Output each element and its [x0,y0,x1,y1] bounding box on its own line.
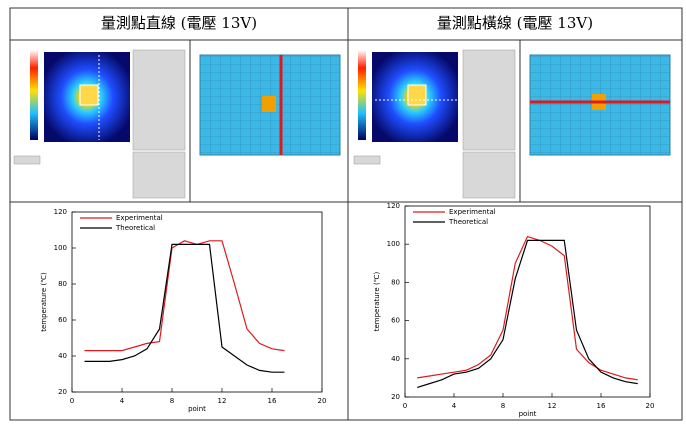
x-tick-label: 0 [70,397,74,405]
x-tick-label: 4 [452,402,457,410]
legend-label: Experimental [116,214,163,222]
x-tick-label: 12 [218,397,227,405]
legend-label: Theoretical [448,218,488,226]
y-tick-label: 20 [391,393,400,401]
x-axis-label: point [519,410,537,418]
y-tick-label: 120 [54,208,67,216]
y-tick-label: 40 [58,352,67,360]
right-title: 量測點橫線 (電壓 13V) [437,14,593,32]
x-tick-label: 20 [318,397,327,405]
y-axis-label: temperature (℃) [373,271,381,331]
x-tick-label: 0 [403,402,407,410]
x-tick-label: 20 [646,402,655,410]
mesh-vertical [199,54,341,156]
table-frame [9,7,683,421]
x-tick-label: 8 [170,397,174,405]
left-title: 量測點直線 (電壓 13V) [101,14,257,32]
legend-label: Experimental [449,208,496,216]
thermal-image-right [353,49,516,199]
x-tick-label: 4 [120,397,125,405]
y-tick-label: 60 [391,317,400,325]
x-tick-label: 16 [268,397,277,405]
y-axis-label: temperature (℃) [40,272,48,332]
y-tick-label: 60 [58,316,67,324]
mesh-horizontal [529,54,671,156]
y-tick-label: 80 [391,278,400,286]
data-line [84,243,285,373]
y-tick-label: 100 [54,244,67,252]
data-line [417,239,638,389]
plot-area [404,205,651,398]
data-line [84,240,285,352]
legend-label: Theoretical [115,224,155,232]
x-tick-label: 12 [548,402,557,410]
y-tick-label: 20 [58,388,67,396]
y-tick-label: 100 [387,240,400,248]
y-tick-label: 120 [387,202,400,210]
plot-area [71,211,323,393]
y-tick-label: 40 [391,355,400,363]
thermal-image-left [13,49,186,199]
x-axis-label: point [188,405,206,413]
y-tick-label: 80 [58,280,67,288]
data-line [417,235,638,381]
x-tick-label: 8 [501,402,505,410]
x-tick-label: 16 [597,402,606,410]
